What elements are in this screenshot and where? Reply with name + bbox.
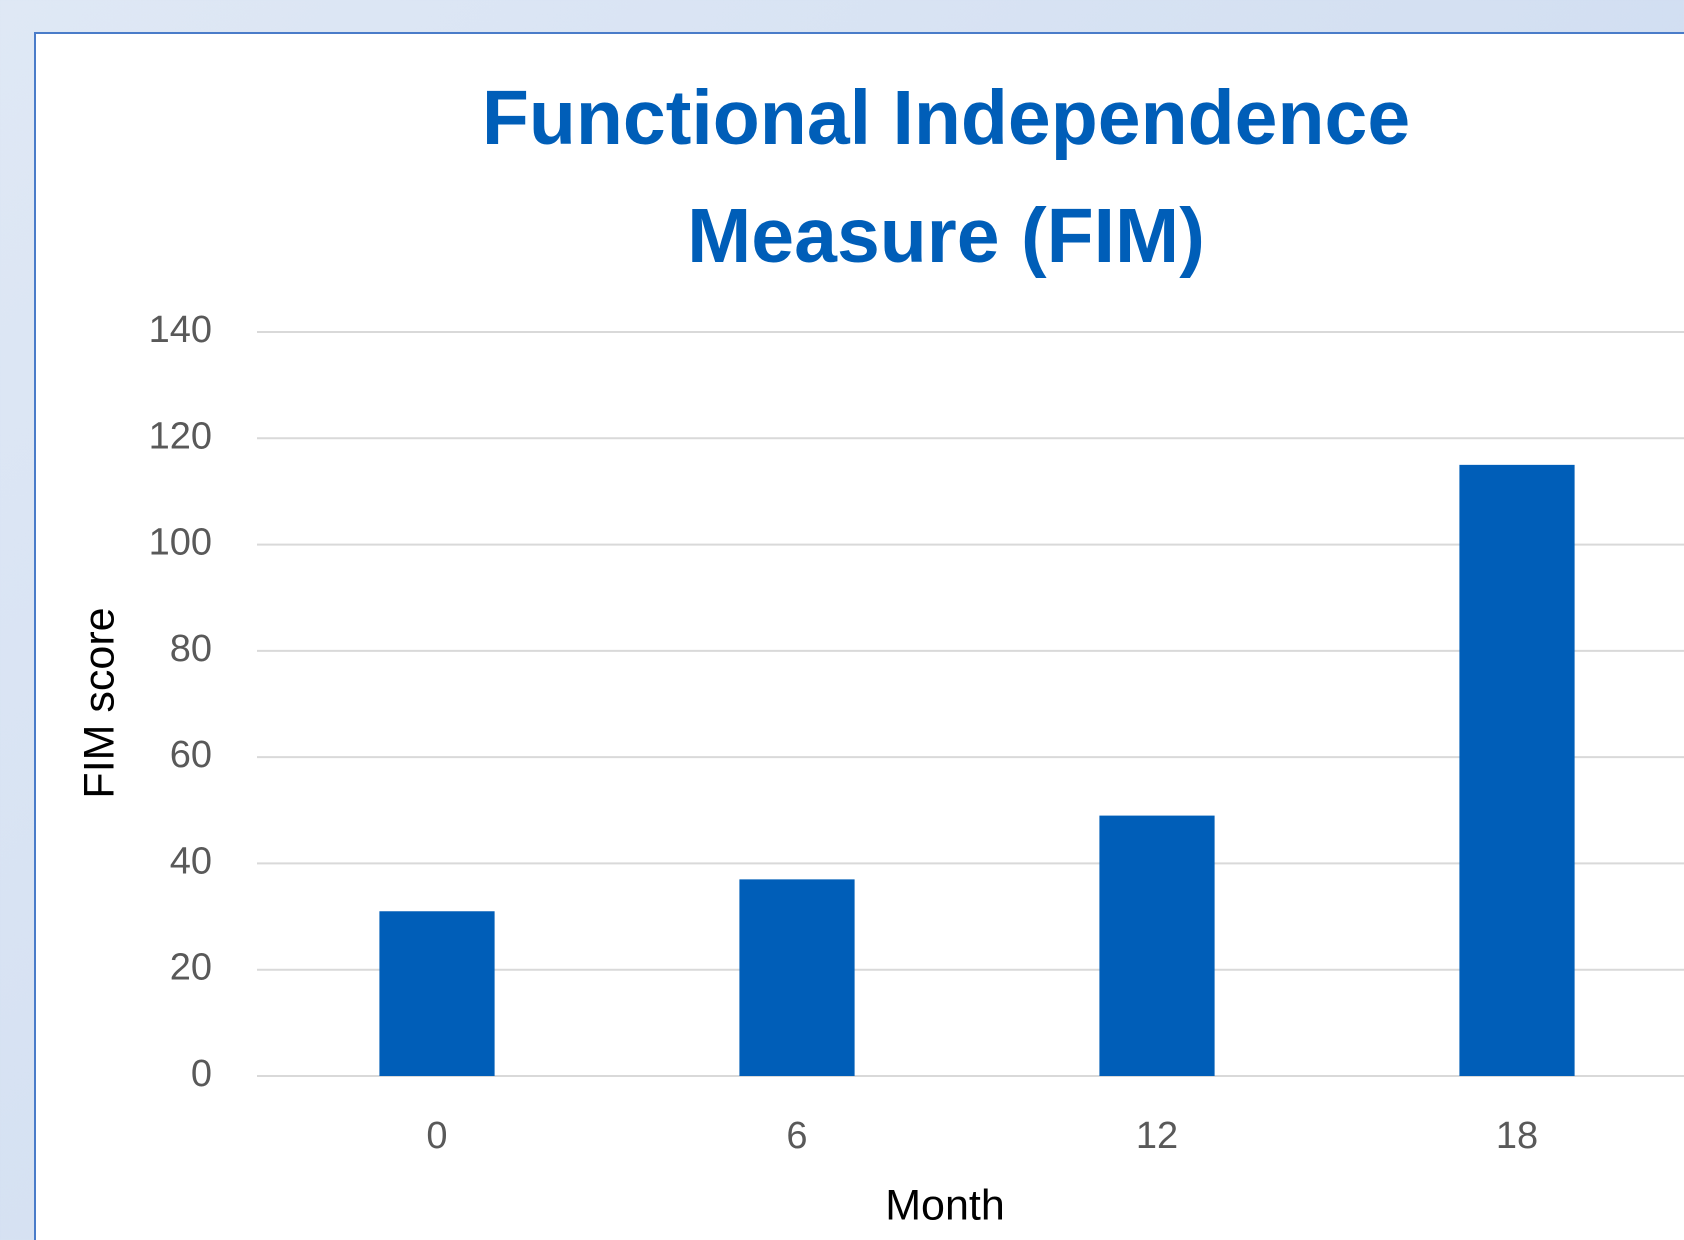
y-tick-label: 40 — [170, 840, 212, 882]
x-axis-title: Month — [885, 1181, 1005, 1229]
chart-title: Functional Independence Measure (FIM) — [481, 75, 1411, 279]
y-tick-label: 100 — [149, 522, 212, 564]
y-axis-title: FIM score — [75, 607, 123, 798]
x-tick-label: 6 — [786, 1115, 807, 1157]
y-tick-label: 120 — [149, 415, 212, 457]
y-tick-label: 0 — [191, 1053, 212, 1095]
x-tick-label: 12 — [1136, 1115, 1178, 1157]
bar — [1459, 464, 1575, 1076]
y-tick-label: 60 — [170, 734, 212, 776]
y-tick-label: 80 — [170, 628, 212, 670]
bar — [739, 879, 855, 1076]
y-tick-label: 140 — [149, 309, 212, 351]
bar — [379, 911, 495, 1076]
bar — [1099, 815, 1215, 1076]
x-tick-label: 0 — [426, 1115, 447, 1157]
y-tick-label: 20 — [170, 947, 212, 989]
x-tick-label: 18 — [1496, 1115, 1538, 1157]
chart-panel — [34, 32, 1684, 1240]
